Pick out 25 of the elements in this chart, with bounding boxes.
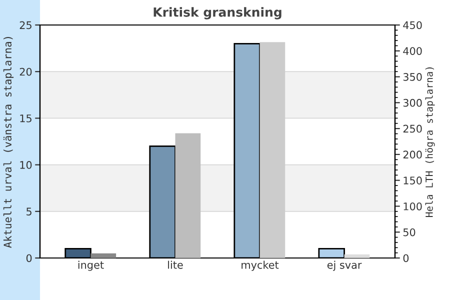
- y-axis-title: Aktuellt urval (vänstra staplarna): [3, 37, 14, 248]
- bar: [64, 248, 92, 258]
- y2-tick-label: 250: [403, 124, 422, 133]
- y2-tick-label: 350: [403, 73, 422, 81]
- y-tick-label: 10: [20, 161, 32, 169]
- y-tick-label: 20: [20, 68, 32, 76]
- x-tick-label: ej svar: [327, 260, 362, 271]
- chart-title: Kritisk granskning: [154, 7, 282, 20]
- y-tick-label: 0: [26, 254, 32, 262]
- y2-tick-label: 50: [403, 228, 416, 236]
- x-tick-label: lite: [168, 260, 183, 269]
- x-tick-label: inget: [78, 260, 104, 271]
- y2-tick-label: 400: [403, 47, 422, 55]
- y2-tick-label: 300: [403, 98, 422, 107]
- bar: [318, 248, 345, 258]
- y2-tick-label: 100: [404, 202, 422, 210]
- y2-tick-label: 150: [404, 176, 422, 184]
- y2-tick-label: 0: [403, 254, 409, 262]
- y2-axis-title: Hela LTH (högra staplarna): [425, 67, 435, 217]
- y2-tick-label: 200: [403, 150, 422, 159]
- x-tick-label: mycket: [242, 260, 279, 271]
- y-tick-label: 5: [26, 208, 32, 216]
- y-tick-label: 15: [20, 114, 32, 122]
- y-tick-label: 25: [20, 21, 32, 30]
- y2-tick-label: 450: [403, 21, 422, 30]
